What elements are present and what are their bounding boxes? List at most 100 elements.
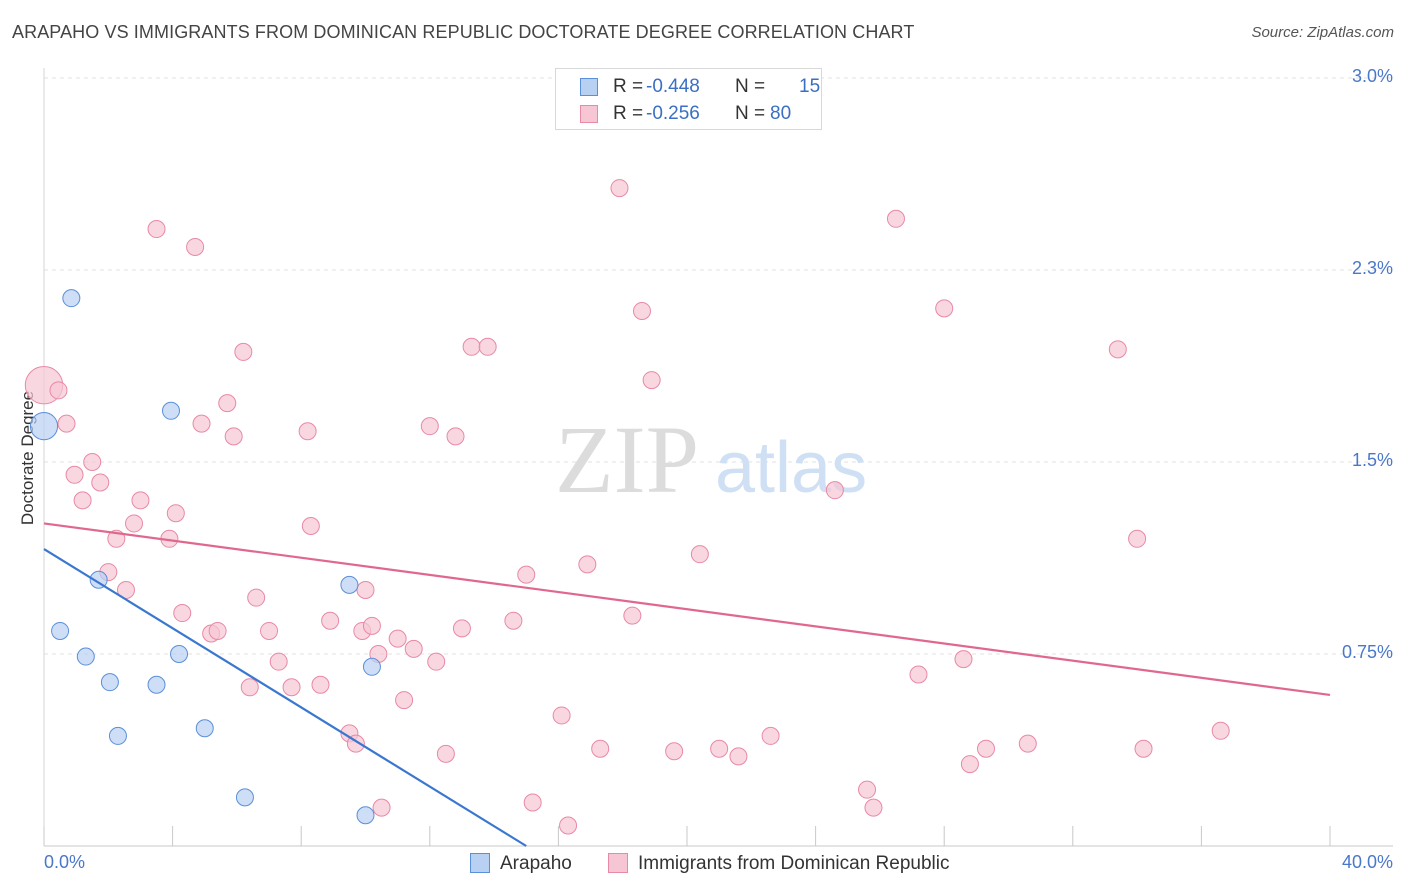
legend-swatch-dominican <box>608 853 628 873</box>
arapaho-point-6 <box>100 673 119 692</box>
dominican-point-36 <box>362 616 381 635</box>
arapaho-point-7 <box>147 675 166 694</box>
dominican-point-72 <box>960 755 979 774</box>
dominican-point-40 <box>395 691 414 710</box>
dominican-point-3 <box>65 465 84 484</box>
dominican-point-39 <box>388 629 407 648</box>
watermark-atlas: atlas <box>715 428 867 508</box>
n-value-arapaho: 15 <box>799 76 821 97</box>
dominican-point-12 <box>147 220 166 239</box>
dominican-point-66 <box>858 780 877 799</box>
dominican-point-59 <box>642 371 661 390</box>
arapaho-point-8 <box>170 645 189 663</box>
dominican-point-70 <box>935 299 954 318</box>
data-points <box>24 179 1230 835</box>
dominican-point-51 <box>523 793 542 812</box>
dominican-point-75 <box>1108 340 1127 359</box>
dominican-point-47 <box>462 337 481 356</box>
trend-lines <box>43 522 1331 847</box>
dominican-point-77 <box>1134 739 1153 758</box>
source-label: Source: ZipAtlas.com <box>1251 24 1394 41</box>
watermark: ZIP atlas <box>555 406 867 513</box>
dominican-point-69 <box>909 665 928 684</box>
dominican-point-65 <box>825 481 844 500</box>
dominican-point-49 <box>504 611 523 630</box>
dominican-point-63 <box>729 747 748 766</box>
dominican-point-6 <box>91 473 110 492</box>
dominican-point-17 <box>192 414 211 433</box>
dominican-point-35 <box>356 581 375 599</box>
arapaho-point-9 <box>108 726 127 745</box>
y-tick-label-0: 3.0% <box>1351 66 1393 86</box>
watermark-zip: ZIP <box>555 406 699 513</box>
dominican-point-16 <box>186 237 205 256</box>
arapaho-trend-line <box>43 548 527 847</box>
dominican-point-30 <box>311 675 330 694</box>
dominican-point-38 <box>372 798 391 817</box>
arapaho-point-5 <box>76 647 95 666</box>
dominican-point-57 <box>623 606 642 625</box>
arapaho-point-14 <box>356 806 375 825</box>
dominican-point-25 <box>260 621 279 640</box>
dominican-point-60 <box>665 742 684 761</box>
dominican-point-45 <box>446 427 465 446</box>
dominican-point-55 <box>591 739 610 758</box>
dominican-point-20 <box>218 394 237 413</box>
dominican-point-50 <box>517 565 536 584</box>
arapaho-point-0 <box>29 412 59 441</box>
y-tick-label-1: 2.3% <box>1351 258 1393 278</box>
arapaho-point-3 <box>89 570 108 589</box>
dominican-trend-line <box>43 522 1331 697</box>
dominican-point-44 <box>436 744 455 763</box>
dominican-point-62 <box>710 739 729 758</box>
dominican-point-24 <box>247 588 266 607</box>
r-value-arapaho: -0.448 <box>646 76 700 97</box>
dominican-point-78 <box>1211 721 1230 740</box>
dominican-point-68 <box>886 209 905 228</box>
dominican-point-48 <box>478 337 497 356</box>
r-label: R = <box>613 103 644 124</box>
dominican-point-11 <box>131 491 150 510</box>
dominican-point-28 <box>298 422 317 441</box>
legend-label-dominican: Immigrants from Dominican Republic <box>638 853 950 874</box>
legend-label-arapaho: Arapaho <box>500 853 572 874</box>
dominican-point-73 <box>976 739 995 758</box>
arapaho-point-4 <box>51 621 70 640</box>
dominican-point-46 <box>452 619 471 638</box>
arapaho-point-12 <box>340 575 359 594</box>
chart-title: ARAPAHO VS IMMIGRANTS FROM DOMINICAN REP… <box>12 22 915 42</box>
dominican-point-54 <box>578 555 597 574</box>
r-label: R = <box>613 76 644 97</box>
dominican-swatch <box>580 105 598 123</box>
dominican-point-10 <box>125 514 144 533</box>
y-tick-label-2: 1.5% <box>1351 450 1393 470</box>
arapaho-swatch <box>580 78 598 96</box>
dominican-point-29 <box>301 517 320 535</box>
dominican-point-21 <box>224 427 243 446</box>
stats-box: R = -0.448 N = 15 R = -0.256 N = 80 <box>555 68 822 130</box>
gridlines <box>44 77 1393 655</box>
dominican-point-14 <box>166 504 185 523</box>
arapaho-point-2 <box>161 401 180 420</box>
y-tick-label-3: 0.75% <box>1341 642 1393 662</box>
dominican-point-67 <box>864 798 883 817</box>
dominican-point-52 <box>552 706 571 725</box>
dominican-point-4 <box>73 491 92 510</box>
dominican-point-71 <box>954 650 973 669</box>
arapaho-point-10 <box>195 719 214 738</box>
arapaho-point-1 <box>62 289 81 308</box>
n-label: N = <box>735 103 766 124</box>
arapaho-point-13 <box>362 657 381 676</box>
dominican-point-58 <box>632 301 651 320</box>
dominican-point-26 <box>269 652 288 671</box>
dominican-point-64 <box>761 726 780 745</box>
x-tick-label-min: 0.0% <box>44 852 86 872</box>
dominican-point-15 <box>173 604 192 623</box>
arapaho-point-11 <box>235 788 254 807</box>
dominican-point-42 <box>420 417 439 436</box>
dominican-point-1 <box>49 381 68 400</box>
dominican-point-53 <box>559 816 578 835</box>
axes <box>43 68 1393 847</box>
legend-swatch-arapaho <box>470 853 490 873</box>
